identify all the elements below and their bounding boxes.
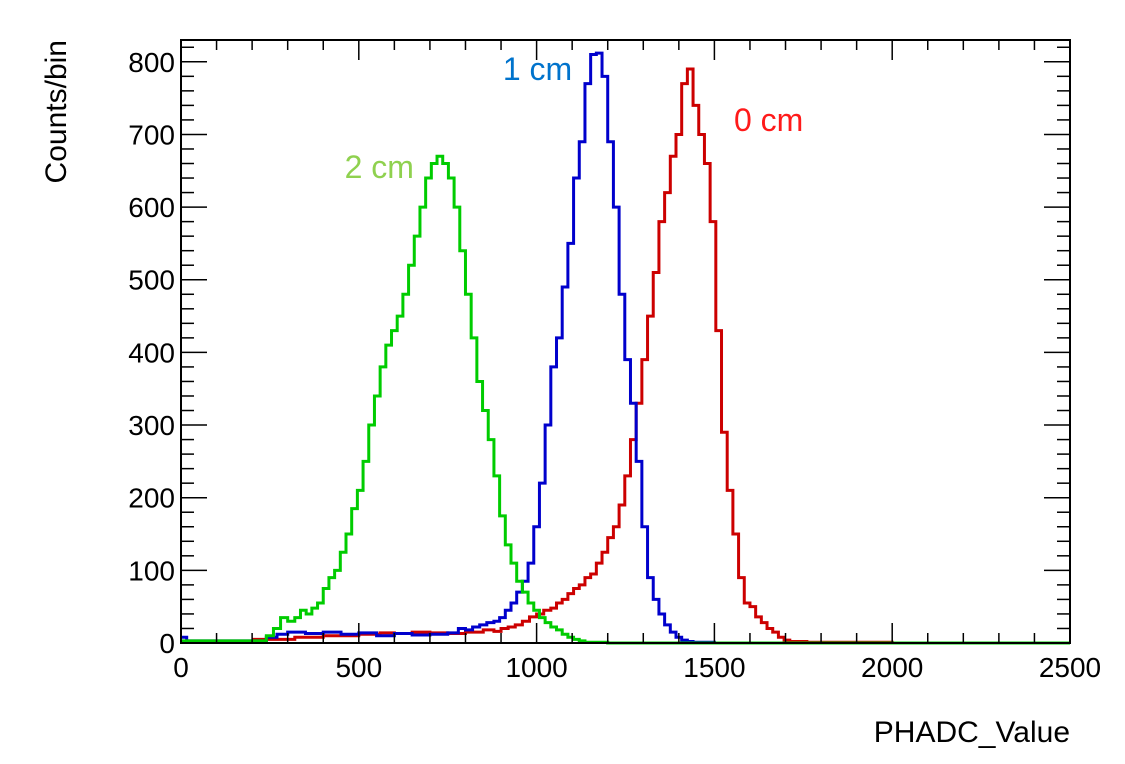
x-tick-label: 1500 xyxy=(683,652,745,683)
series-layer xyxy=(181,51,1070,645)
series-label-0: 0 cm xyxy=(734,102,803,138)
axis-ticks xyxy=(180,40,1071,644)
x-tick-label: 2500 xyxy=(1039,652,1101,683)
axis-tick-labels: 0 500 1000 1500 2000 2500 0 100 200 300 400 500 600 7… xyxy=(128,47,1101,683)
x-tick-label: 0 xyxy=(173,652,189,683)
y-tick-label: 0 xyxy=(159,628,175,659)
y-axis-title: Counts/bin xyxy=(40,40,73,183)
series-line-1 xyxy=(181,51,1070,645)
y-tick-label: 300 xyxy=(128,410,175,441)
series-labels: 0 cm 1 cm 2 cm xyxy=(345,51,804,185)
x-axis-title: PHADC_Value xyxy=(874,716,1070,749)
series-line-2 xyxy=(181,154,1070,645)
x-tick-label: 1000 xyxy=(505,652,567,683)
y-tick-label: 400 xyxy=(128,337,175,368)
plot-frame xyxy=(180,39,1071,644)
series-label-1: 1 cm xyxy=(503,51,572,87)
x-tick-label: 2000 xyxy=(861,652,923,683)
y-tick-label: 600 xyxy=(128,192,175,223)
y-tick-label: 800 xyxy=(128,47,175,78)
y-tick-label: 500 xyxy=(128,265,175,296)
series-line-0 xyxy=(252,67,1070,645)
series-label-2: 2 cm xyxy=(345,149,414,185)
y-tick-label: 100 xyxy=(128,555,175,586)
y-tick-label: 700 xyxy=(128,119,175,150)
y-tick-label: 200 xyxy=(128,483,175,514)
x-tick-label: 500 xyxy=(335,652,382,683)
